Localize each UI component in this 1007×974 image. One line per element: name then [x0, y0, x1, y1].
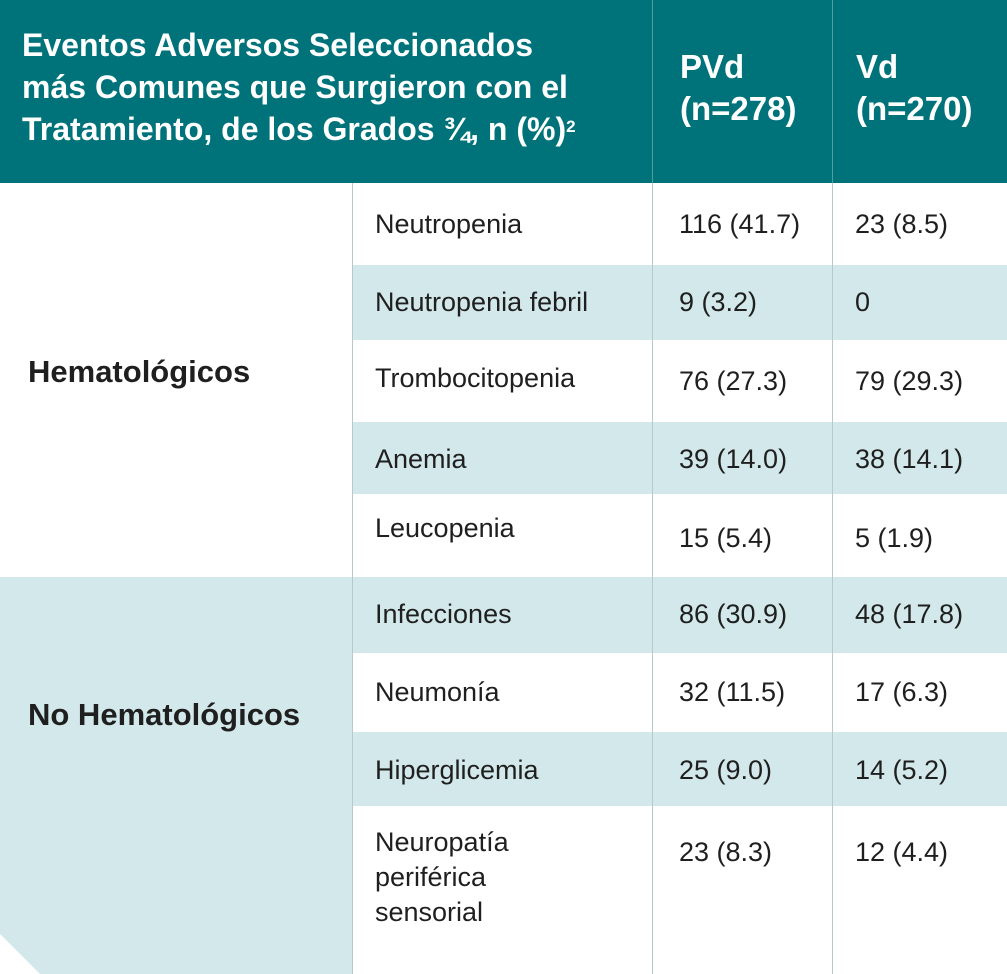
value-vd: 14 (5.2): [855, 755, 949, 785]
table-row: Trombocitopenia 76 (27.3) 79 (29.3): [352, 340, 1007, 422]
column-vd-name: Vd: [856, 48, 899, 85]
value-pvd: 23 (8.3): [679, 837, 773, 867]
column-divider-vd: [832, 183, 833, 974]
event-name: Trombocitopenia: [375, 363, 576, 393]
column-pvd-name: PVd: [680, 48, 745, 85]
event-name-line-2: periférica: [375, 862, 487, 892]
table-row: Leucopenia 15 (5.4) 5 (1.9): [352, 494, 1007, 577]
value-vd: 79 (29.3): [855, 366, 964, 396]
value-pvd: 76 (27.3): [679, 366, 788, 396]
column-header-pvd: PVd (n=278): [680, 46, 796, 130]
value-vd: 17 (6.3): [855, 677, 949, 707]
value-vd: 0: [855, 287, 871, 317]
value-pvd: 32 (11.5): [679, 677, 786, 707]
table-header: Eventos Adversos Seleccionados más Comun…: [0, 0, 1007, 183]
table-row: Neutropenia 116 (41.7) 23 (8.5): [352, 183, 1007, 265]
value-pvd: 39 (14.0): [679, 444, 788, 474]
value-pvd: 86 (30.9): [679, 599, 788, 629]
value-pvd: 116 (41.7): [679, 209, 801, 239]
header-divider-1: [652, 0, 653, 183]
title-line-2: más Comunes que Surgieron con el: [22, 69, 568, 105]
table-row: Hiperglicemia 25 (9.0) 14 (5.2): [352, 732, 1007, 806]
table-row: Anemia 39 (14.0) 38 (14.1): [352, 422, 1007, 494]
table-row: Neuropatía periférica sensorial 23 (8.3)…: [352, 806, 1007, 974]
column-header-vd: Vd (n=270): [856, 46, 972, 130]
title-line-1: Eventos Adversos Seleccionados: [22, 27, 534, 63]
value-vd: 23 (8.5): [855, 209, 949, 239]
event-name-line-1: Neuropatía: [375, 827, 509, 857]
event-name: Infecciones: [375, 599, 512, 629]
event-name: Neutropenia febril: [375, 287, 589, 317]
value-pvd: 9 (3.2): [679, 287, 758, 317]
event-name: Hiperglicemia: [375, 755, 539, 785]
table-row: Infecciones 86 (30.9) 48 (17.8): [352, 577, 1007, 653]
event-name: Leucopenia: [375, 513, 515, 543]
value-vd: 12 (4.4): [855, 837, 949, 867]
value-vd: 48 (17.8): [855, 599, 964, 629]
event-name: Neuropatía periférica sensorial: [375, 825, 645, 930]
event-name: Neumonía: [375, 677, 500, 707]
title-footnote-ref: 2: [566, 117, 576, 136]
column-vd-n: (n=270): [856, 90, 973, 127]
group-label-hematologic: Hematológicos: [28, 354, 251, 389]
event-name-line-3: sensorial: [375, 897, 484, 927]
table-row: Neumonía 32 (11.5) 17 (6.3): [352, 653, 1007, 732]
group-label-non-hematologic: No Hematológicos: [28, 697, 301, 732]
column-divider-event: [352, 183, 353, 974]
value-vd: 5 (1.9): [855, 523, 934, 553]
table-title: Eventos Adversos Seleccionados más Comun…: [22, 24, 647, 150]
event-name: Neutropenia: [375, 209, 523, 239]
value-vd: 38 (14.1): [855, 444, 964, 474]
title-line-3: Tratamiento, de los Grados ¾, n (%)2: [22, 108, 647, 150]
group-non-hematologic-bg: [0, 577, 352, 974]
value-pvd: 25 (9.0): [679, 755, 773, 785]
event-name: Anemia: [375, 444, 467, 474]
column-pvd-n: (n=278): [680, 90, 797, 127]
column-divider-pvd: [652, 183, 653, 974]
title-line-3-text: Tratamiento, de los Grados ¾, n (%): [22, 111, 567, 147]
table-row: Neutropenia febril 9 (3.2) 0: [352, 265, 1007, 340]
header-divider-2: [832, 0, 833, 183]
value-pvd: 15 (5.4): [679, 523, 773, 553]
